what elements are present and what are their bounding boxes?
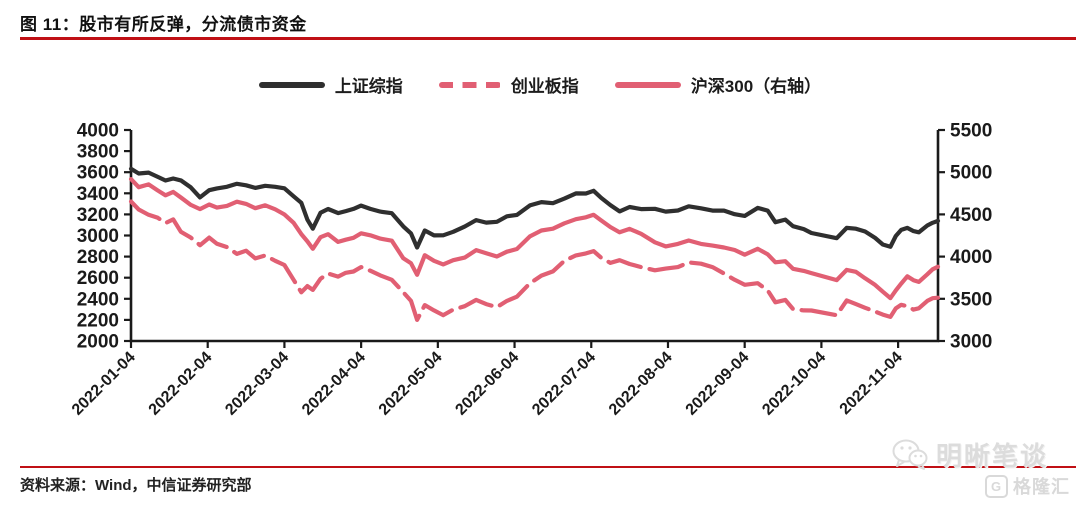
watermark: 明晰笔谈 [892,436,1048,473]
left-axis-tick-label: 2000 [77,332,119,353]
title-underline [20,37,1076,40]
left-axis-tick-label: 4000 [77,121,119,142]
x-axis-tick-label: 2022-09-04 [683,349,753,419]
x-axis-tick-label: 2022-11-04 [837,349,906,418]
wechat-icon [892,439,928,470]
legend-label: 创业板指 [510,77,579,96]
right-axis-tick-label: 4500 [950,205,992,226]
right-axis-tick-label: 3500 [950,289,992,310]
left-axis-tick-label: 2400 [77,289,119,310]
right-axis-tick-label: 3000 [950,332,992,353]
legend-swatch-dashed-pink [438,81,501,88]
x-axis-tick-label: 2022-04-04 [299,349,369,419]
x-axis-tick-label: 2022-10-04 [759,349,829,419]
x-axis-tick-label: 2022-05-04 [376,349,446,419]
gelonghui-logo-text: 格隆汇 [1013,477,1070,497]
legend-label: 沪深300（右轴） [690,77,822,96]
left-axis-tick-label: 3000 [77,226,119,247]
x-axis-tick-label: 2022-07-04 [529,349,599,419]
x-axis-tick-label: 2022-02-04 [146,349,216,419]
right-axis-tick-label: 5000 [950,163,992,184]
left-axis-tick-label: 2800 [77,247,119,268]
left-axis-tick-label: 2600 [77,268,119,289]
x-axis-tick-label: 2022-06-04 [452,349,522,419]
legend-item-csi300: 沪深300（右轴） [614,72,822,97]
footer-divider [20,466,1076,468]
legend-label: 上证综指 [334,77,403,96]
chart-legend: 上证综指 创业板指 沪深300（右轴） [0,72,1080,97]
right-axis-tick-label: 5500 [950,121,992,142]
figure-title: 图 11：股市有所反弹，分流债市资金 [20,15,307,34]
legend-swatch-solid-pink [614,81,681,88]
series-line-csi300-right-axis [128,177,941,301]
x-axis-tick-label: 2022-08-04 [606,349,676,419]
left-axis-tick-label: 3600 [77,163,119,184]
left-axis-tick-label: 2200 [77,310,119,331]
x-axis-tick-label: 2022-01-04 [69,349,139,419]
series-line-chinext [128,199,941,322]
gelonghui-icon: G [985,474,1008,498]
left-axis-tick-label: 3400 [77,184,119,205]
left-axis-tick-label: 3200 [77,205,119,226]
gelonghui-logo: G 格隆汇 [985,473,1070,499]
left-axis-tick-label: 3800 [77,142,119,163]
legend-item-chinext: 创业板指 [438,72,579,97]
right-axis-tick-label: 4000 [950,247,992,268]
series-line-shanghai-composite [128,166,941,250]
legend-swatch-solid-black [258,81,325,88]
source-note: 资料来源：Wind，中信证券研究部 [20,477,252,494]
x-axis-tick-label: 2022-03-04 [222,349,292,419]
legend-item-shanghai-composite: 上证综指 [258,72,403,97]
watermark-text: 明晰笔谈 [935,441,1048,471]
